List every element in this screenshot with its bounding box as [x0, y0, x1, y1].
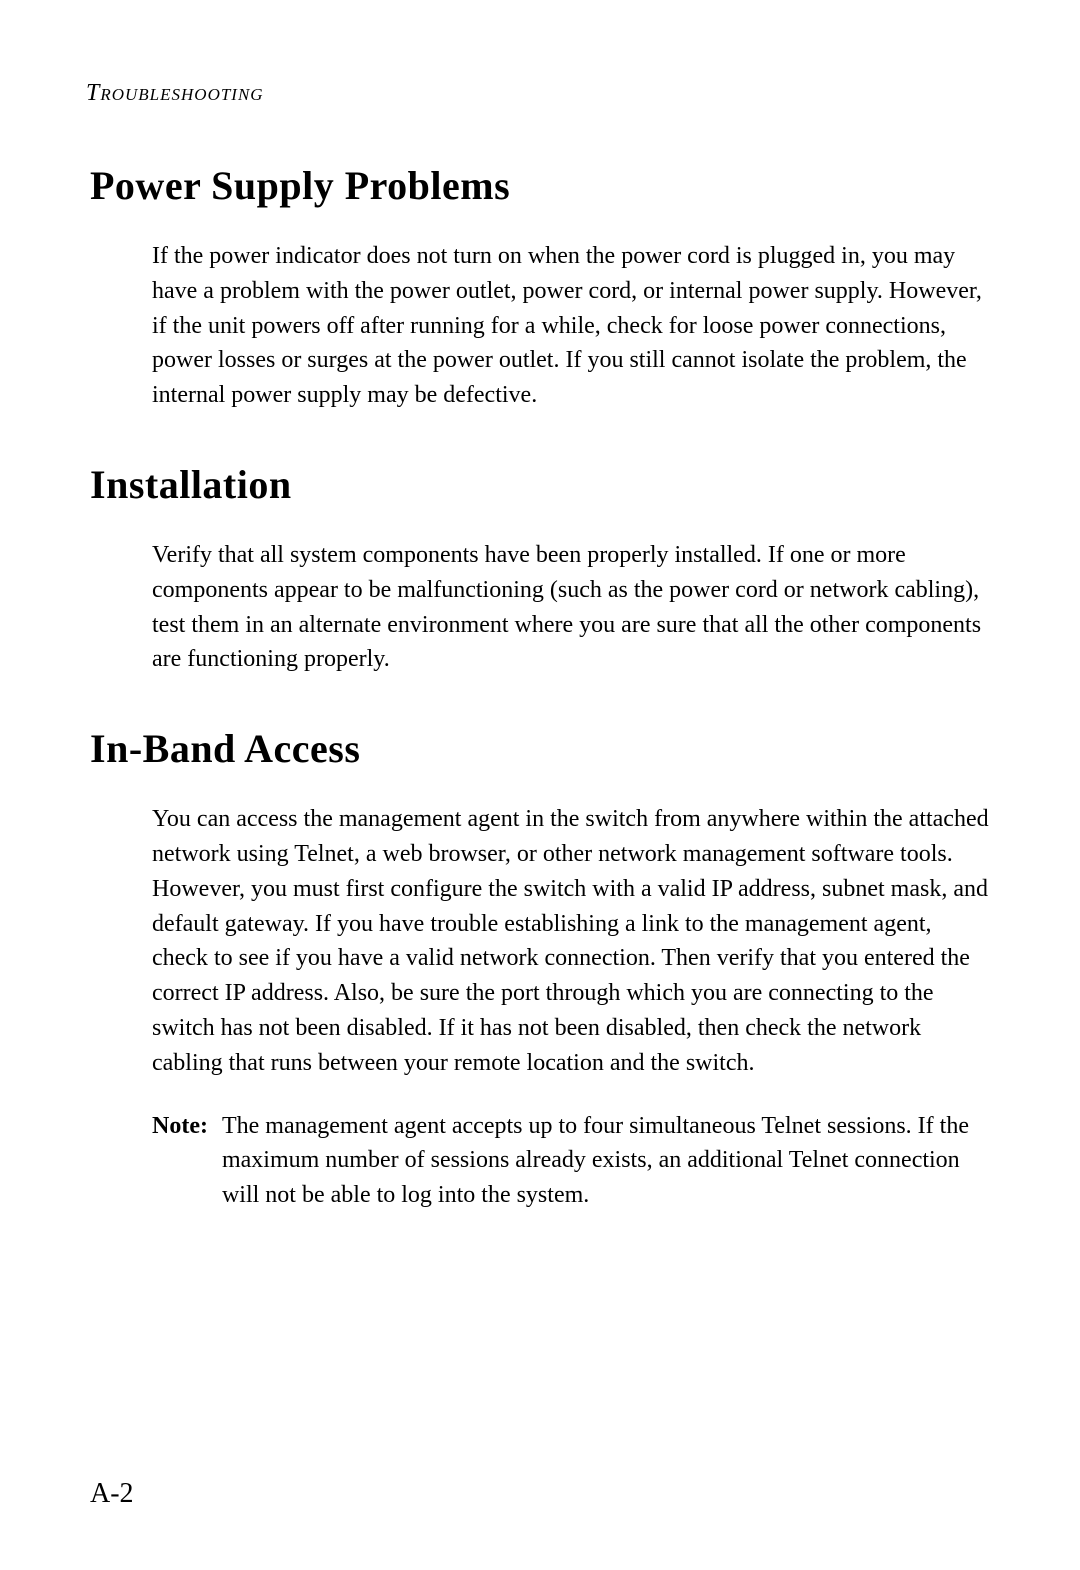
paragraph-installation: Verify that all system components have b… [152, 538, 990, 677]
note-block: Note: The management agent accepts up to… [152, 1109, 990, 1213]
heading-power-supply: Power Supply Problems [90, 162, 990, 209]
running-header: Troubleshooting [86, 80, 990, 107]
page-number: A-2 [90, 1478, 134, 1510]
heading-installation: Installation [90, 461, 990, 508]
paragraph-power-supply: If the power indicator does not turn on … [152, 239, 990, 413]
paragraph-in-band-access: You can access the management agent in t… [152, 802, 990, 1080]
note-text: The management agent accepts up to four … [222, 1109, 990, 1213]
section-installation: Installation Verify that all system comp… [90, 461, 990, 677]
note-label: Note: [152, 1109, 222, 1144]
heading-in-band-access: In-Band Access [90, 725, 990, 772]
section-in-band-access: In-Band Access You can access the manage… [90, 725, 990, 1213]
document-page: Troubleshooting Power Supply Problems If… [0, 0, 1080, 1570]
section-power-supply: Power Supply Problems If the power indic… [90, 162, 990, 413]
